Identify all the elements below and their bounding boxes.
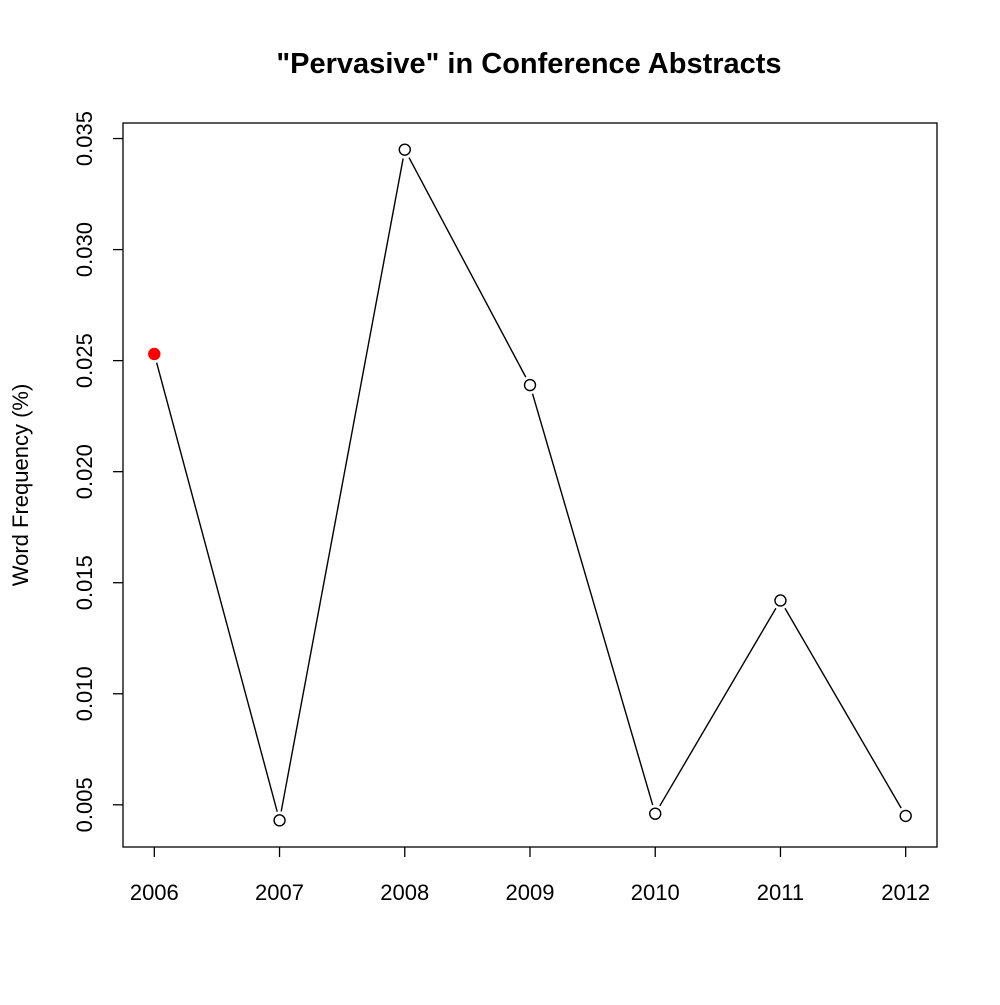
x-tick-label: 2007 xyxy=(255,880,304,905)
y-tick-label: 0.015 xyxy=(72,555,97,610)
series-line-segment xyxy=(784,607,902,809)
data-point xyxy=(273,814,286,827)
y-tick-label: 0.010 xyxy=(72,666,97,721)
x-tick-label: 2012 xyxy=(881,880,930,905)
y-tick-label: 0.030 xyxy=(72,222,97,277)
y-axis-label: Word Frequency (%) xyxy=(8,384,33,587)
x-tick-label: 2006 xyxy=(130,880,179,905)
series-line-segment xyxy=(155,362,278,812)
highlighted-data-point xyxy=(148,347,161,361)
x-tick-label: 2008 xyxy=(380,880,429,905)
series-line-segment xyxy=(531,393,654,806)
y-tick-label: 0.005 xyxy=(72,777,97,832)
x-tick-label: 2010 xyxy=(631,880,680,905)
data-point xyxy=(523,378,537,392)
y-tick-label: 0.025 xyxy=(72,333,97,388)
data-point xyxy=(899,809,912,823)
series-line-segment xyxy=(280,158,404,812)
y-tick-label: 0.035 xyxy=(72,111,97,166)
plot-frame xyxy=(122,122,938,848)
data-point xyxy=(649,807,662,820)
series-line-segment xyxy=(659,607,777,807)
x-tick-label: 2011 xyxy=(757,880,804,905)
data-point xyxy=(398,143,411,156)
x-tick-label: 2009 xyxy=(506,880,555,905)
y-tick-label: 0.020 xyxy=(72,444,97,499)
chart-title: "Pervasive" in Conference Abstracts xyxy=(276,48,781,80)
series-line-segment xyxy=(408,157,527,378)
data-point xyxy=(774,594,787,607)
